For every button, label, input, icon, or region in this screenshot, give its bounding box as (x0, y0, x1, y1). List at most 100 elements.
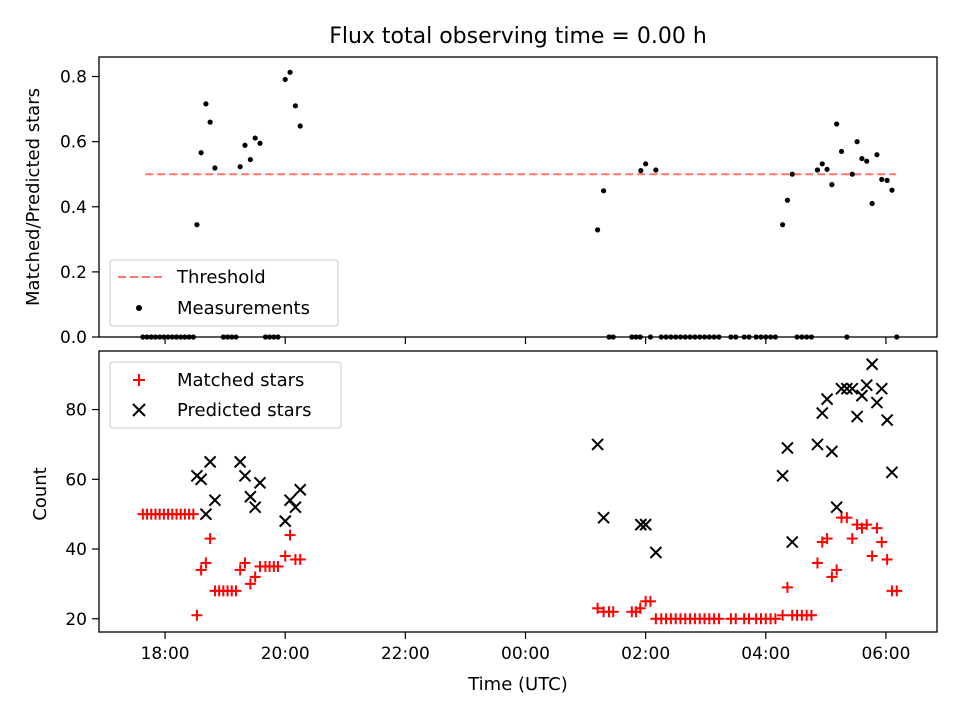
measurement-point (889, 187, 895, 193)
figure-title: Flux total observing time = 0.00 h (329, 24, 707, 49)
predicted-star-point (203, 455, 217, 469)
predicted-star-point (283, 494, 297, 507)
predicted-star-point (776, 469, 789, 483)
top-y-axis-label: Matched/Predicted stars (23, 88, 44, 306)
measurement-point (854, 139, 860, 145)
matched-star-point (195, 564, 207, 576)
matched-star-point (841, 512, 853, 524)
top-legend-box (109, 259, 339, 327)
matched-star-point (279, 550, 291, 562)
measurement-point (874, 152, 880, 158)
predicted-star-point (880, 413, 894, 427)
matched-star-point (239, 557, 251, 569)
measurement-point (212, 165, 218, 171)
matched-star-point (234, 564, 246, 576)
top-axes-frame (98, 56, 938, 338)
x-tick-label: 04:00 (741, 644, 790, 664)
predicted-star-point (208, 494, 222, 507)
predicted-star-point (634, 518, 648, 531)
predicted-star-point (865, 358, 879, 371)
measurement-point (297, 123, 303, 129)
measurement-point (282, 76, 288, 83)
bottom-legend: Matched stars Predicted stars (109, 361, 342, 429)
x-tick-label: 06:00 (861, 644, 910, 664)
matched-star-point (204, 533, 216, 545)
measurement-point (594, 227, 601, 233)
matched-star-point (200, 557, 212, 569)
x-axis-label: Time (UTC) (467, 674, 568, 695)
bottom-panel: 20 40 60 80 18:00 20:00 22:00 00:00 02:00 04:00 0… (30, 350, 938, 695)
measurement-point (653, 167, 659, 173)
predicted-star-point (885, 466, 899, 479)
predicted-star-point (597, 511, 610, 524)
predicted-star-point (786, 535, 799, 549)
matched-star-point (811, 557, 823, 569)
bottom-x-ticks: 18:00 20:00 22:00 00:00 02:00 04:00 06:00 (141, 632, 910, 664)
matched-star-point (769, 613, 781, 625)
matched-star-point (861, 519, 873, 531)
predicted-star-point (811, 438, 824, 451)
top-y-tick-label: 0.2 (60, 263, 87, 283)
predicted-star-point (840, 382, 854, 395)
predicted-star-point (591, 438, 604, 451)
x-tick-label: 20:00 (261, 644, 310, 664)
predicted-star-point (781, 441, 794, 455)
measurement-point (207, 119, 213, 125)
x-tick-label: 18:00 (141, 644, 190, 664)
measurement-point (780, 222, 786, 228)
top-y-tick-label: 0.0 (60, 328, 87, 348)
measurement-point (864, 158, 870, 164)
matched-star-point (777, 609, 789, 621)
bottom-plot-area (137, 358, 903, 625)
bottom-legend-box (109, 361, 342, 429)
predicted-star-point (875, 382, 888, 395)
matched-star-point (826, 571, 838, 583)
predicted-star-point (830, 500, 843, 514)
measurement-point (237, 164, 243, 170)
top-legend: Threshold Measurements (109, 259, 339, 327)
measurement-point (638, 168, 644, 174)
measurement-point (814, 167, 821, 173)
measurement-point (819, 161, 825, 167)
matched-star-point (831, 564, 843, 576)
legend-predicted-label: Predicted stars (177, 400, 311, 421)
predicted-star-point (846, 382, 859, 395)
bottom-y-tick-label: 80 (65, 401, 87, 421)
matched-star-point (805, 609, 817, 621)
measurement-point (601, 188, 607, 194)
predicted-star-point (294, 483, 307, 496)
matched-star-point (249, 571, 261, 583)
measurement-point (879, 176, 885, 183)
predicted-star-point (248, 500, 262, 514)
measurement-point (869, 200, 875, 207)
matched-star-point (230, 585, 242, 597)
legend-measurements-label: Measurements (177, 298, 310, 319)
matched-star-point (607, 606, 619, 618)
measurement-point (834, 121, 840, 127)
matched-star-point (187, 508, 199, 520)
measurement-point (849, 171, 855, 177)
matched-star-point (191, 609, 203, 621)
measurement-point (859, 155, 865, 162)
matched-star-point (284, 529, 296, 541)
matched-star-point (592, 602, 604, 614)
measurement-point (287, 69, 293, 75)
predicted-star-point (816, 406, 829, 420)
bottom-y-axis-label: Count (30, 467, 51, 520)
measurement-point (203, 101, 209, 107)
bottom-axes-frame (98, 350, 938, 633)
x-tick-label: 00:00 (501, 644, 550, 664)
x-tick-label: 02:00 (621, 644, 670, 664)
measurement-point (824, 166, 830, 172)
top-x-ticks (164, 337, 887, 344)
matched-star-point (866, 550, 878, 562)
predicted-star-point (649, 546, 663, 559)
predicted-star-point (238, 469, 252, 483)
predicted-star-point (870, 396, 884, 409)
predicted-star-point (279, 514, 292, 528)
matched-star-point (846, 533, 858, 545)
predicted-star-point (194, 473, 208, 486)
legend-matched-swatch (133, 374, 145, 386)
matched-star-point (713, 613, 725, 625)
